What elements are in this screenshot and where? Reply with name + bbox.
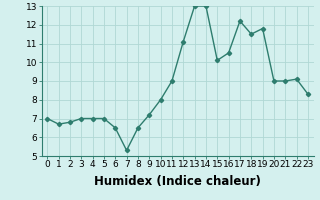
- X-axis label: Humidex (Indice chaleur): Humidex (Indice chaleur): [94, 175, 261, 188]
